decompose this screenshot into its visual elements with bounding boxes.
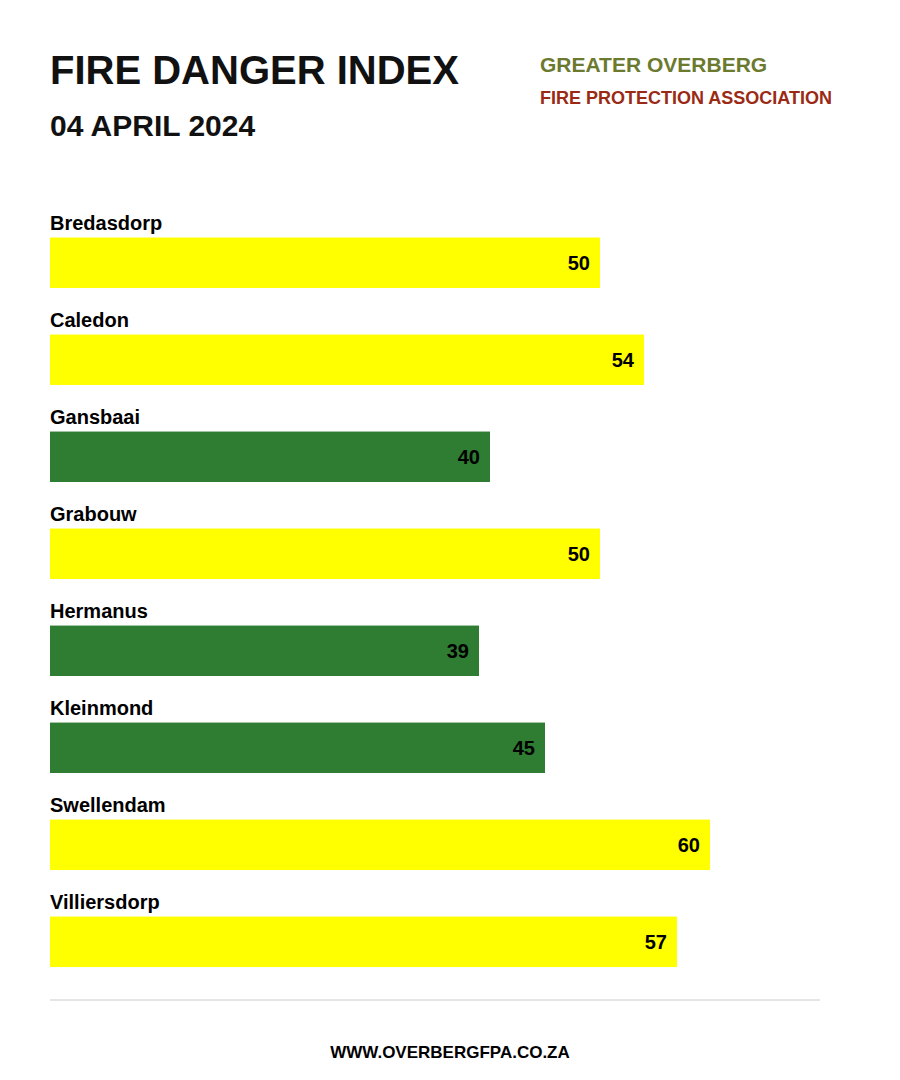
bar [50, 820, 710, 870]
data-label: 50 [568, 543, 590, 565]
x-axis-line [50, 1000, 820, 1001]
category-label: Bredasdorp [50, 212, 162, 234]
category-label: Caledon [50, 309, 129, 331]
labels: Bredasdorp 50 Caledon 54 Gansbaai 40 Grabouw 50… [50, 212, 700, 953]
bars [50, 238, 710, 967]
data-label: 60 [678, 834, 700, 856]
title: FIRE DANGER INDEX [50, 48, 459, 92]
bar [50, 723, 545, 773]
data-label: 54 [612, 349, 635, 371]
bar [50, 917, 677, 967]
chart: FIRE DANGER INDEX 04 APRIL 2024 GREATER OV… [0, 0, 900, 1080]
background [0, 0, 900, 1080]
data-label: 39 [447, 640, 469, 662]
category-label: Hermanus [50, 600, 148, 622]
data-label: 57 [645, 931, 667, 953]
subtitle: 04 APRIL 2024 [50, 109, 255, 142]
data-label: 50 [568, 252, 590, 274]
category-label: Villiersdorp [50, 891, 160, 913]
bar [50, 238, 600, 288]
data-label: 40 [458, 446, 480, 468]
category-label: Gansbaai [50, 406, 140, 428]
bar [50, 529, 600, 579]
data-label: 45 [513, 737, 535, 759]
bar [50, 626, 479, 676]
bar [50, 335, 644, 385]
bar [50, 432, 490, 482]
logo-subtext: FIRE PROTECTION ASSOCIATION [540, 88, 832, 108]
category-label: Kleinmond [50, 697, 153, 719]
category-label: Swellendam [50, 794, 166, 816]
logo-text: GREATER OVERBERG [540, 53, 767, 76]
footer: WWW.OVERBERGFPA.CO.ZA [330, 1043, 570, 1062]
category-label: Grabouw [50, 503, 137, 525]
